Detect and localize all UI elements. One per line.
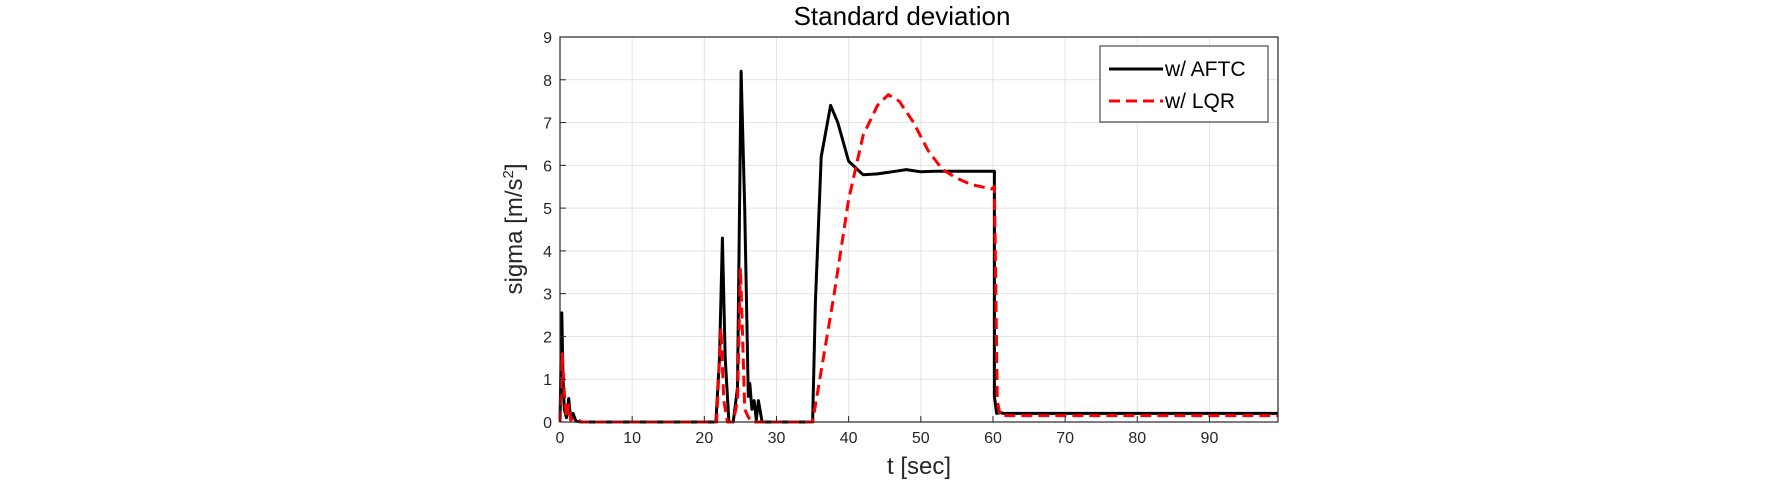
x-tick-label: 40 (840, 430, 858, 447)
x-axis: 0 10 20 30 40 50 60 70 80 90 (556, 416, 1219, 447)
x-tick-label: 20 (695, 430, 713, 447)
y-tick-label: 0 (543, 415, 552, 432)
y-axis-label-main: sigma [m/s (501, 179, 528, 295)
x-axis-label: t [sec] (887, 453, 951, 480)
legend-label-aftc: w/ AFTC (1164, 58, 1246, 81)
y-axis: 0 1 2 3 4 5 6 7 8 9 (543, 30, 566, 432)
y-tick-label: 1 (543, 372, 552, 389)
y-axis-label-superscript: 2 (500, 170, 517, 178)
y-tick-label: 8 (543, 73, 552, 90)
legend-box (1099, 45, 1269, 123)
x-tick-label: 30 (768, 430, 786, 447)
y-tick-label: 4 (543, 244, 552, 261)
y-axis-label: sigma [m/s2] (500, 163, 528, 294)
y-axis-label-suffix: ] (501, 163, 528, 170)
axes-box (559, 36, 1279, 423)
x-tick-label: 0 (556, 430, 565, 447)
y-tick-label: 6 (543, 158, 552, 175)
series-line-aftc (558, 69, 1278, 424)
x-tick-label: 90 (1201, 430, 1219, 447)
y-tick-label: 9 (543, 30, 552, 47)
y-tick-label: 2 (543, 329, 552, 346)
x-tick-label: 60 (984, 430, 1002, 447)
y-tick-label: 5 (543, 201, 552, 218)
x-tick-label: 50 (912, 430, 930, 447)
plot-area (558, 69, 1278, 424)
legend: w/ AFTC w/ LQR (1099, 45, 1269, 123)
x-tick-label: 10 (623, 430, 641, 447)
legend-label-lqr: w/ LQR (1164, 90, 1235, 113)
x-tick-label: 70 (1056, 430, 1074, 447)
chart-title: Standard deviation (794, 1, 1011, 31)
series-line-lqr (558, 93, 1278, 424)
x-tick-label: 80 (1128, 430, 1146, 447)
y-tick-label: 3 (543, 287, 552, 304)
y-tick-label: 7 (543, 116, 552, 133)
